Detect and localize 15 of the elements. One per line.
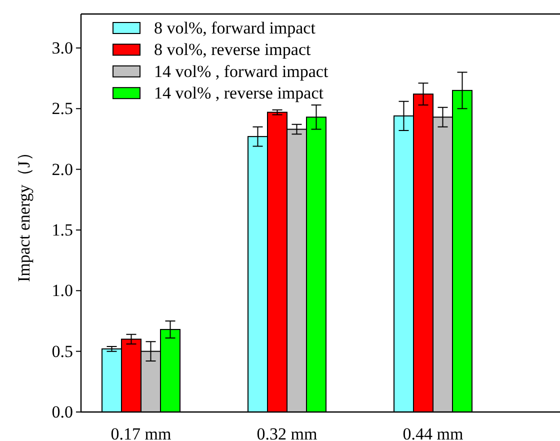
y-tick-label: 2.5 (52, 99, 73, 118)
y-tick-label: 1.0 (52, 281, 73, 300)
legend-label: 14 vol% , forward impact (154, 62, 328, 81)
x-tick-label: 0.44 mm (402, 424, 464, 441)
y-tick-label: 0.5 (52, 342, 73, 361)
legend-label: 14 vol% , reverse impact (154, 84, 324, 103)
legend-label: 8 vol%, reverse impact (154, 40, 311, 60)
y-axis-title: Impact energy（J） (14, 144, 34, 282)
y-tick-label: 2.0 (52, 160, 73, 179)
y-tick-label: 1.5 (52, 220, 73, 240)
y-tick-label: 3.0 (52, 38, 73, 58)
legend-label: 8 vol%, forward impact (154, 18, 316, 38)
y-tick-label: 0.0 (52, 402, 73, 422)
x-tick-label: 0.17 mm (110, 424, 172, 441)
x-tick-label: 0.32 mm (256, 424, 318, 441)
